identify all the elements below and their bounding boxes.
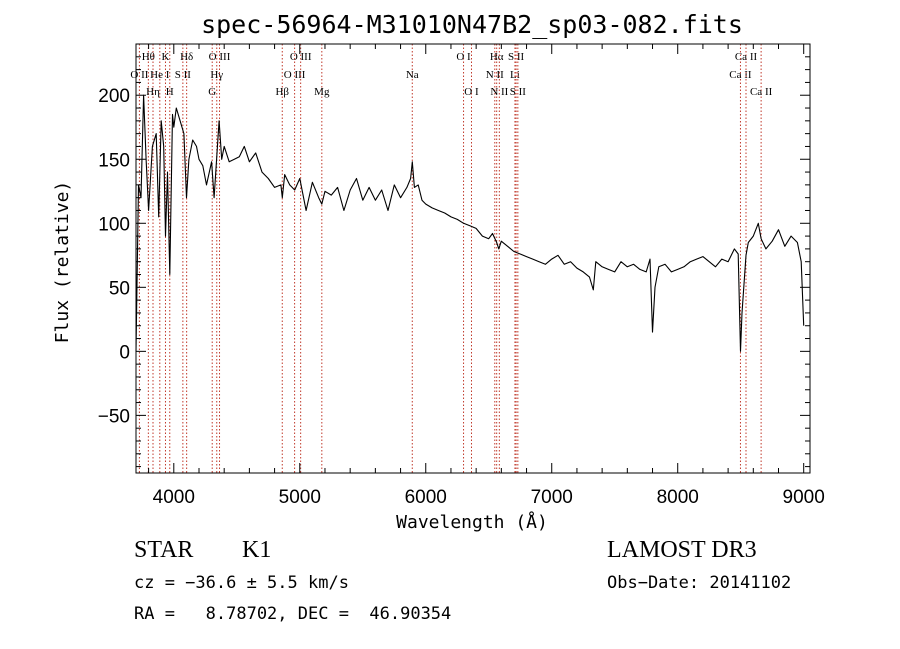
object-class: STAR [134,537,194,563]
line-marker-label: O III [290,51,312,63]
x-tick-label: 6000 [405,487,447,508]
line-marker-label: Mg [314,86,330,98]
line-marker-label: Hδ [180,51,193,63]
line-marker-label: Hβ [275,86,289,98]
y-tick-label: 200 [98,86,130,107]
x-tick-label: 7000 [531,487,573,508]
line-marker-label: G [208,86,216,98]
line-marker-label: Ca II [750,86,773,98]
coordinates: RA = 8.78702, DEC = 46.90354 [134,604,452,624]
observation-date: Obs−Date: 20141102 [607,573,792,593]
y-tick-label: 150 [98,150,130,171]
x-axis-label: Wavelength (Å) [396,511,548,533]
chart-title: spec-56964-M31010N47B2_sp03-082.fits [201,10,743,39]
line-marker-label: He I [150,69,170,81]
y-tick-label: 0 [119,342,130,363]
line-marker-label: H [166,86,174,98]
line-marker-label: Hα [490,51,504,63]
x-tick-label: 8000 [657,487,699,508]
line-marker-label: N II [486,69,504,81]
line-marker-label: Na [406,69,419,81]
plot-frame [135,43,811,474]
line-marker-label: Ca II [735,51,758,63]
object-subclass: K1 [242,537,272,563]
axis-ticks: 4000 5000 6000 7000 8000 9000 −50 0 50 100 150 200 [98,44,825,508]
line-marker-label: O I [464,86,479,98]
line-marker-label: N II [490,86,508,98]
line-marker-label: K [162,51,170,63]
y-tick-label: 100 [98,214,130,235]
line-marker-label: O III [209,51,231,63]
y-tick-label: 50 [109,278,130,299]
line-marker-label: Ca II [729,69,752,81]
redshift-cz: cz = −36.6 ± 5.5 km/s [134,573,349,593]
line-marker-label: Li [510,69,520,81]
line-marker-label: O I [456,51,471,63]
line-marker-label: S II [508,51,525,63]
line-marker-label: O III [284,69,306,81]
line-marker-label: Hη [146,86,160,98]
line-marker-label: O II [130,69,148,81]
line-marker-label: S II [510,86,527,98]
spectrum-series [135,94,805,352]
line-marker-label: Hθ [142,51,155,63]
line-marker-label: Hγ [210,69,223,81]
plot-border [135,43,811,474]
y-tick-label: −50 [98,406,130,427]
y-axis-label: Flux (relative) [52,181,73,344]
x-tick-label: 4000 [153,487,195,508]
x-tick-label: 9000 [783,487,825,508]
x-tick-label: 5000 [279,487,321,508]
line-marker-label: S II [175,69,192,81]
spectrum-line [135,94,805,352]
survey-name: LAMOST DR3 [607,537,757,563]
